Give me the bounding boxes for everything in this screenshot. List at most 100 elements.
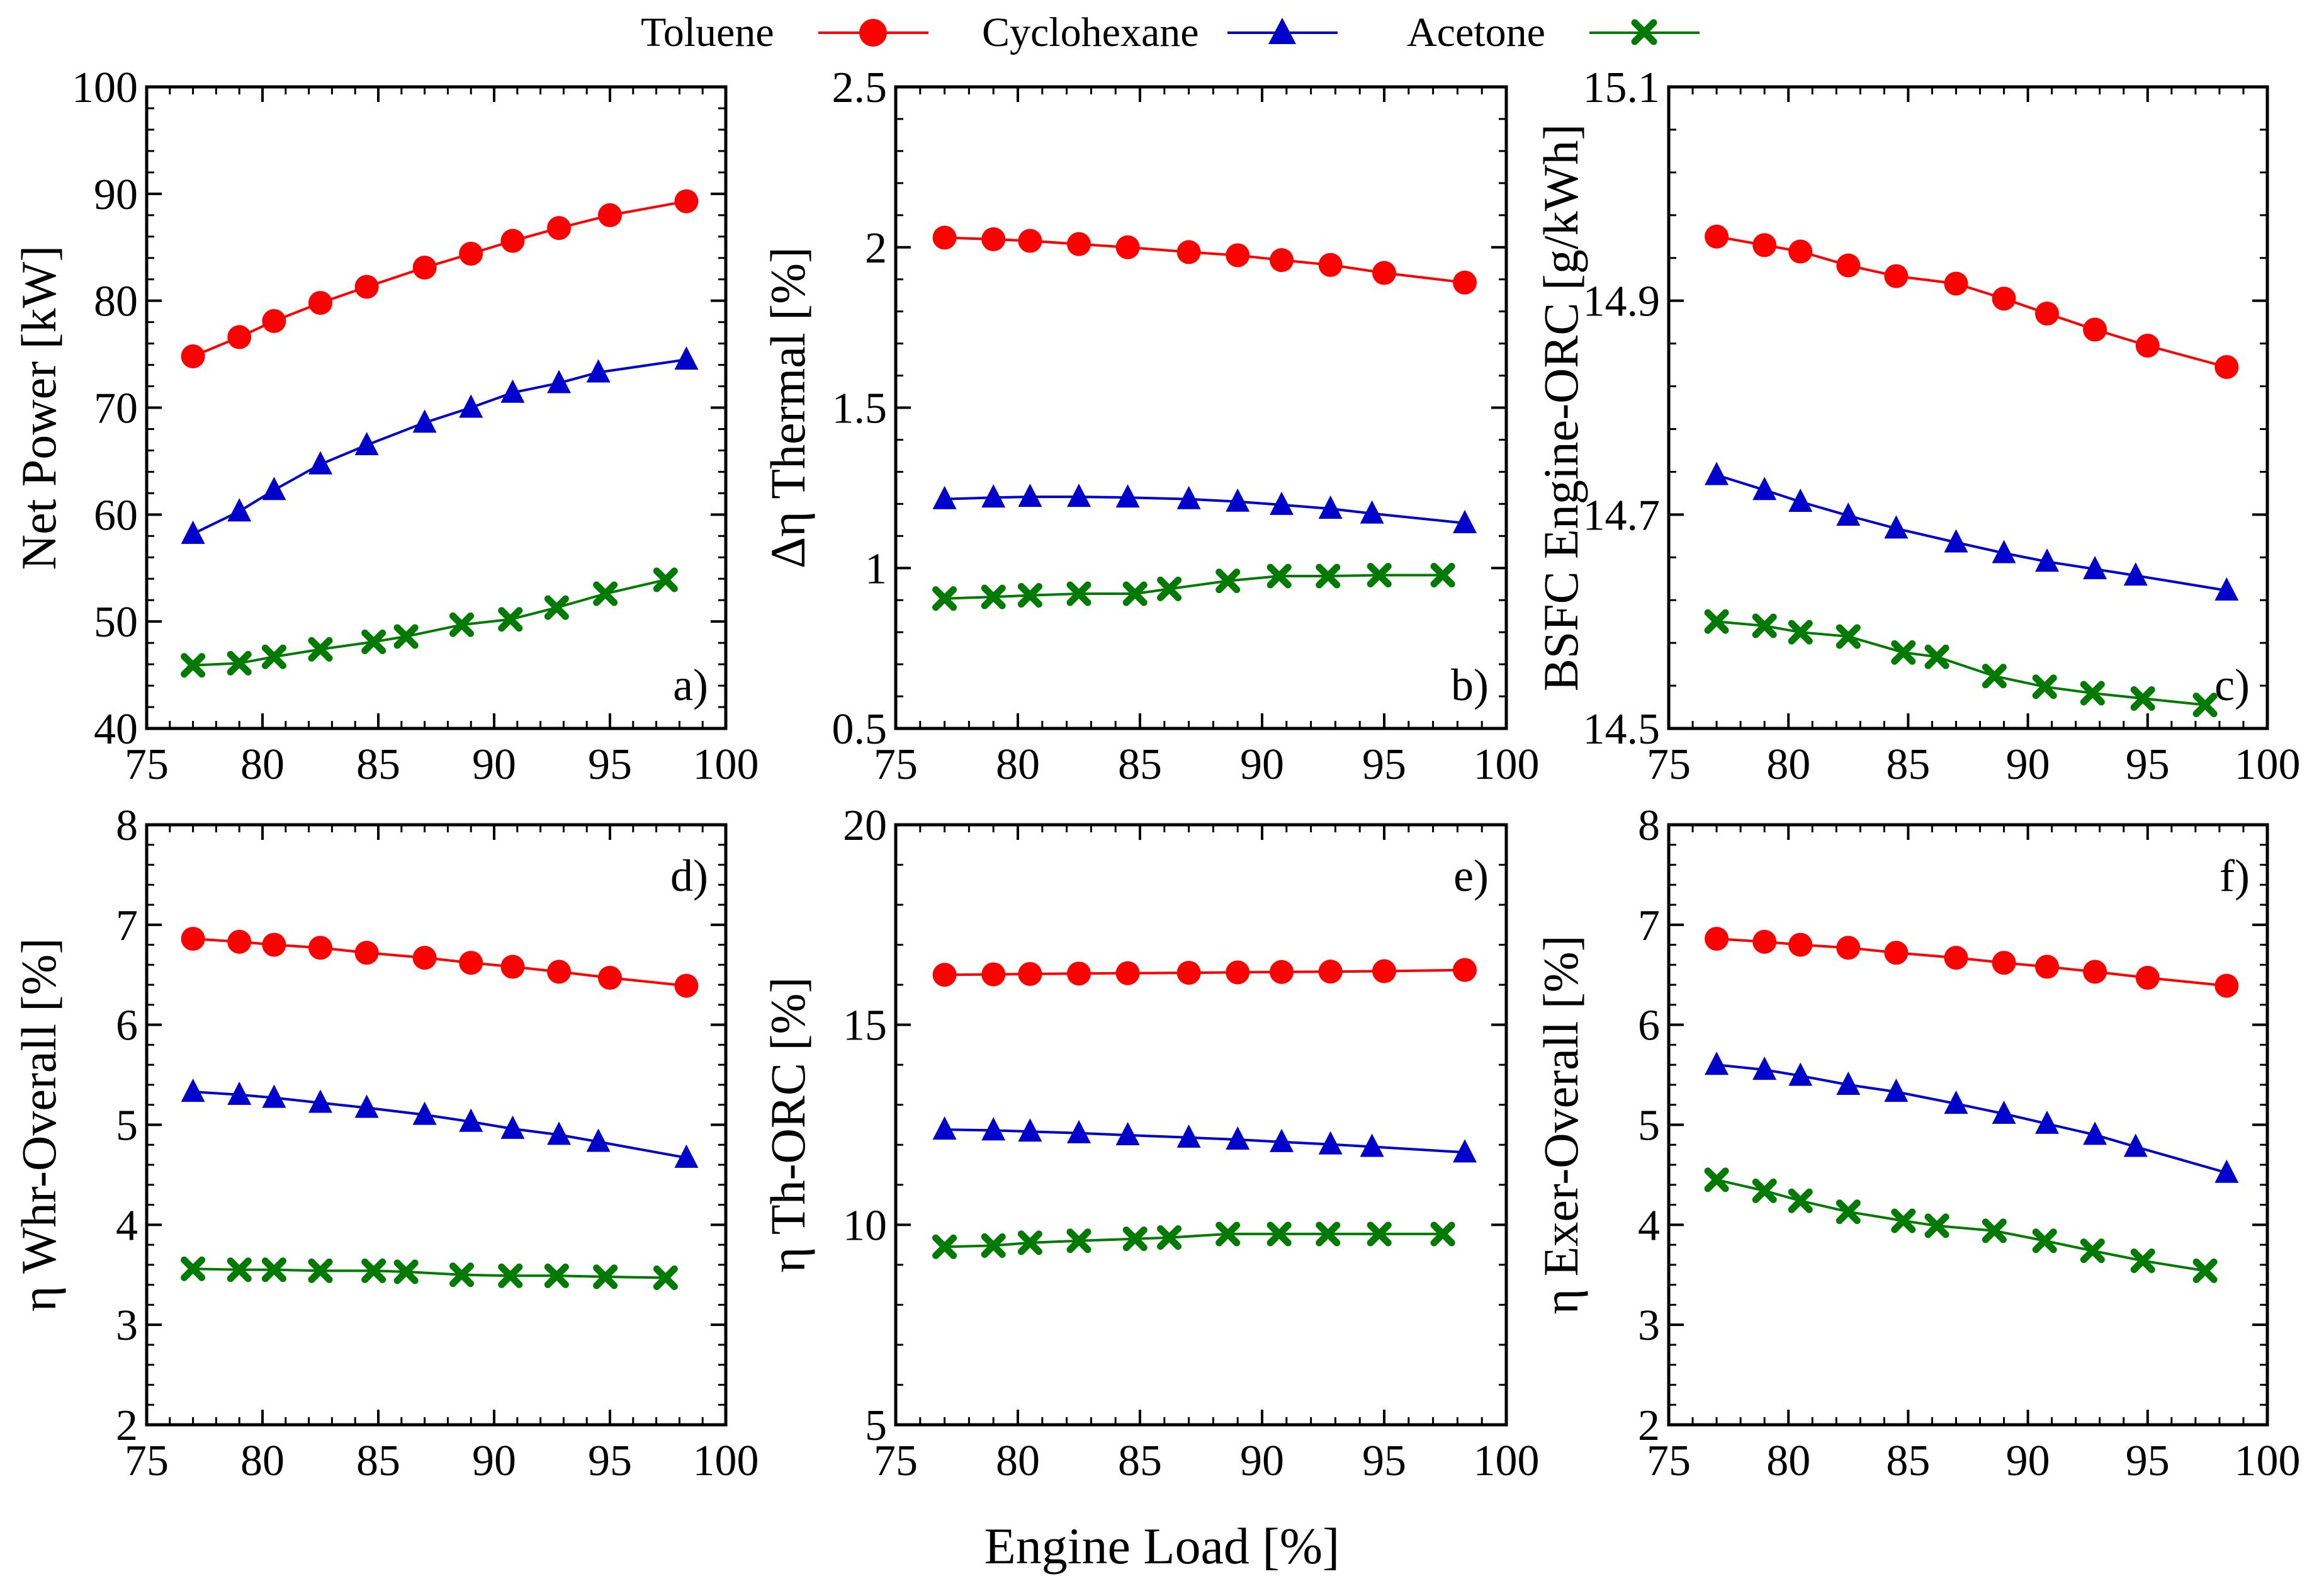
panel-c-series-toluene-point [1884,264,1909,288]
panel-e-series-toluene-point [932,963,957,987]
panel-a-ytick-label: 40 [94,705,138,754]
panel-a-series-cyclohexane-point [547,370,572,394]
panel-b-xtick-label: 85 [1118,740,1162,789]
panel-d-series-acetone-point [308,1258,333,1283]
panel-f-series-cyclohexane-point [2214,1159,2239,1183]
panel-f-series-toluene-point [1752,929,1777,954]
panel-d-series-cyclohexane-point [227,1081,252,1105]
panel-c-series-cyclohexane-point [1836,502,1861,526]
panel-d-series-cyclohexane-point [412,1101,437,1125]
panel-c-series-cyclohexane-point [2035,548,2060,572]
panel-c-series-toluene-point [1705,224,1729,249]
panel-f-series-toluene-point [2135,966,2160,990]
panel-e-series-cyclohexane-point [1270,1128,1294,1152]
panel-a-series-acetone-point-stroke [498,607,523,632]
panel-d-ytick-label: 2 [116,1401,138,1450]
panel-c-frame [1667,85,2269,730]
panel-f-series-acetone-point [1752,1178,1777,1203]
panel-c-series-cyclohexane-point [1884,515,1909,539]
panel-f-ytick-label: 2 [1638,1401,1660,1450]
panel-c-tag: c) [2214,660,2250,710]
panel-d-xtick-label: 100 [693,1437,759,1485]
panel-a-series-cyclohexane-point [459,394,483,418]
panel-e-series-cyclohexane-point [1360,1133,1384,1157]
panel-e-series-cyclohexane-point [1115,1122,1140,1146]
panel-d-series-acetone-point [544,1263,569,1288]
panel-d-series-toluene-point [412,946,437,970]
panel-a-series-acetone-point [449,612,474,637]
panel-e-series-toluene-point [1226,960,1250,985]
panel-a-series-toluene-point [598,203,622,227]
panel-a-series-acetone-point-stroke [227,650,252,676]
panel-b-series-acetone-point [1017,583,1042,608]
panel-f-ytick-label: 8 [1638,801,1660,850]
panel-f-xtick-label: 90 [2006,1437,2050,1485]
panel-d-series-acetone-point [393,1259,419,1284]
panel-f-series-cyclohexane-point [1836,1071,1861,1095]
panel-d-xtick-label: 75 [125,1437,169,1485]
panel-d-series-acetone-point-stroke [181,1256,206,1281]
panel-e-series-acetone-point [1017,1230,1042,1255]
panel-a-series-acetone-point-stroke [593,581,618,606]
panel-b-series-acetone-point-stroke [1066,581,1091,606]
panel-c-chart: 75 80 85 90 95 100 14.5 14.7 14.9 15.1 BSFC Engine… [1533,64,2301,789]
panel-a-series-acetone-point [181,653,206,678]
legend-label-cyclohexane: Cyclohexane [982,9,1199,55]
panel-d-series-acetone-point-stroke [308,1258,333,1283]
panel-b-series-toluene-point [981,227,1006,252]
panel-b-xtick-label: 90 [1240,740,1284,789]
panel-a-series-cyclohexane-point [308,451,332,475]
panel-e-series-acetone-point [1266,1221,1292,1247]
panel-e-series-cyclohexane-point [981,1117,1006,1141]
panel-e-series-acetone-point-stroke [981,1233,1006,1258]
panel-e-xtick-label: 100 [1474,1437,1540,1485]
panel-f-series-toluene-point [2214,973,2239,998]
panel-e-series-cyclohexane-point [932,1116,957,1140]
panel-d-series-acetone-point-stroke [361,1258,386,1283]
panel-c-ytick-label: 14.9 [1583,278,1661,326]
legend-label-acetone: Acetone [1407,9,1545,55]
panel-d-series-acetone-point [227,1257,252,1282]
panel-e-series-acetone-point [1066,1228,1091,1254]
panel-f-series-cyclohexane-point [1705,1051,1729,1075]
legend-marker-acetone [1631,19,1657,45]
panel-c-series-acetone-point [2130,686,2155,711]
panel-f-series-cyclohexane-point [1884,1079,1909,1102]
panel-c-series-toluene-point [2035,302,2060,326]
panel-e-series-toluene-point [1372,959,1396,983]
panel-f-series-acetone-point-stroke [1924,1213,1949,1238]
panel-a-series-acetone-point-stroke [544,595,569,620]
panel-e-series-acetone-point-stroke [1122,1226,1148,1252]
panel-e-ytick-label: 15 [843,1002,887,1050]
panel-d-series-acetone-point [449,1262,474,1288]
panel-c-series-acetone-point-stroke [1891,640,1916,665]
panel-a-series-acetone-point [261,644,286,669]
panel-e-series-toluene-point [981,962,1006,987]
panel-c-xtick-label: 75 [1647,740,1691,789]
panel-a-ylabel: Net Power [kW] [11,246,66,570]
panel-c-series-cyclohexane-point [2083,555,2107,579]
panel-b-series-cyclohexane-point [1115,484,1140,508]
panel-b-series-acetone-point [932,586,957,611]
panel-c-series-toluene-point [1992,286,2016,311]
panel-d-series-cyclohexane-point [500,1115,525,1139]
panel-f-series-toluene-point [1944,946,1968,970]
panel-e-series-acetone-point [981,1233,1006,1258]
panel-d-series-acetone-point [261,1257,286,1282]
panel-a-ytick-label: 90 [94,171,138,219]
panel-f-xtick-label: 75 [1647,1437,1691,1485]
panel-a-xtick-label: 75 [125,740,169,789]
panel-c-ylabel: BSFC Engine-ORC [g/kWh] [1533,124,1588,691]
panel-a-series-cyclohexane-point [227,498,252,522]
panel-e-ytick-label: 5 [865,1401,887,1450]
panel-e-series-toluene-point [1067,961,1091,986]
panel-d-series-toluene-point [181,927,205,951]
panel-f-tag: f) [2220,851,2250,901]
panel-c-series-cyclohexane-point [1992,540,2016,563]
panel-c-series-acetone-point [1924,644,1949,669]
panel-b-series-toluene-point [1270,248,1294,273]
panel-b-series-acetone-point [1157,576,1182,601]
panel-a-series-toluene-point [547,216,572,241]
panel-a-series-cyclohexane-point [674,346,699,370]
panel-d-series-acetone-point-stroke [227,1257,252,1282]
